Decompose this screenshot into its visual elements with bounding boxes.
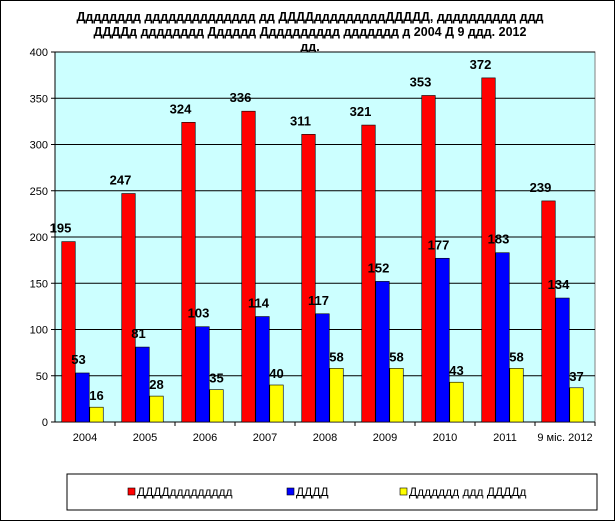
y-tick-label: 50: [36, 371, 48, 383]
bar-1: [121, 193, 136, 423]
data-label: 40: [269, 366, 283, 381]
bar-3: [389, 368, 404, 423]
x-tick-label: 2005: [133, 432, 157, 444]
data-label: 324: [170, 101, 192, 116]
y-tick-label: 200: [30, 232, 48, 244]
x-tick-label: 2009: [373, 432, 397, 444]
bar-2: [255, 316, 270, 423]
data-label: 311: [290, 113, 311, 128]
bar-3: [149, 395, 164, 423]
data-label: 16: [89, 388, 103, 403]
data-label: 43: [449, 363, 463, 378]
bar-1: [61, 241, 76, 423]
bar-3: [329, 368, 344, 423]
data-label: 247: [110, 173, 132, 188]
bar-1: [301, 134, 316, 423]
data-label: 195: [50, 221, 72, 236]
x-tick-label: 2006: [193, 432, 217, 444]
data-label: 183: [488, 232, 510, 247]
bar-3: [269, 384, 284, 423]
chart-title-line: ДДДДд дддддддд Дддддд Дддддддддд ддддддд…: [94, 25, 527, 39]
legend-box: [66, 473, 598, 511]
bar-2: [195, 326, 210, 423]
x-tick-label: 9 міс. 2012: [537, 432, 592, 444]
data-label: 117: [308, 293, 329, 308]
data-label: 114: [248, 296, 270, 311]
bar-3: [449, 381, 464, 423]
bar-2: [315, 313, 330, 423]
data-label: 239: [530, 180, 552, 195]
data-label: 134: [548, 277, 570, 292]
legend-label: ДДДДддддддддд: [137, 485, 233, 499]
data-label: 58: [389, 349, 403, 364]
bar-2: [435, 257, 450, 423]
y-tick-label: 300: [30, 140, 48, 152]
bar-3: [569, 387, 584, 423]
data-label: 103: [188, 306, 210, 321]
data-label: 353: [410, 74, 432, 89]
data-label: 58: [509, 349, 523, 364]
bar-3: [89, 406, 104, 423]
bar-2: [495, 252, 510, 423]
bar-1: [181, 122, 196, 423]
data-label: 152: [368, 260, 390, 275]
chart-title-line: дд.: [300, 40, 319, 54]
data-label: 372: [470, 57, 492, 72]
bar-1: [361, 124, 376, 423]
data-label: 37: [569, 369, 583, 384]
data-label: 177: [428, 237, 450, 252]
bar-1: [241, 110, 256, 423]
x-tick-label: 2008: [313, 432, 337, 444]
data-label: 321: [350, 104, 372, 119]
bar-3: [209, 389, 224, 423]
legend-swatch: [399, 487, 408, 496]
bar-3: [509, 368, 524, 423]
x-tick-label: 2004: [73, 432, 97, 444]
x-tick-label: 2007: [253, 432, 277, 444]
bar-2: [75, 372, 90, 423]
bar-2: [375, 281, 390, 423]
data-label: 35: [209, 371, 223, 386]
y-tick-label: 400: [30, 47, 48, 59]
data-label: 336: [230, 90, 252, 105]
y-tick-label: 0: [42, 417, 48, 429]
x-tick-label: 2010: [433, 432, 457, 444]
chart-title-line: Дддддддд дддддддддддддд дд ДДДДддддддддд…: [77, 10, 544, 24]
data-label: 28: [149, 377, 163, 392]
legend-label: ДДДД: [296, 485, 329, 499]
bar-1: [481, 77, 496, 423]
data-label: 81: [131, 326, 145, 341]
bar-2: [555, 297, 570, 423]
y-tick-label: 100: [30, 325, 48, 337]
data-label: 53: [71, 352, 85, 367]
bar-1: [541, 200, 556, 423]
y-tick-label: 350: [30, 93, 48, 105]
x-tick-label: 2011: [493, 432, 517, 444]
data-label: 58: [329, 349, 343, 364]
legend-label: Ддддддд ддд ДДДДд: [409, 485, 526, 499]
y-tick-label: 250: [30, 186, 48, 198]
legend-swatch: [127, 487, 136, 496]
legend-swatch: [286, 487, 295, 496]
y-tick-label: 150: [30, 278, 48, 290]
bar-2: [135, 346, 150, 423]
bar-1: [421, 95, 436, 423]
